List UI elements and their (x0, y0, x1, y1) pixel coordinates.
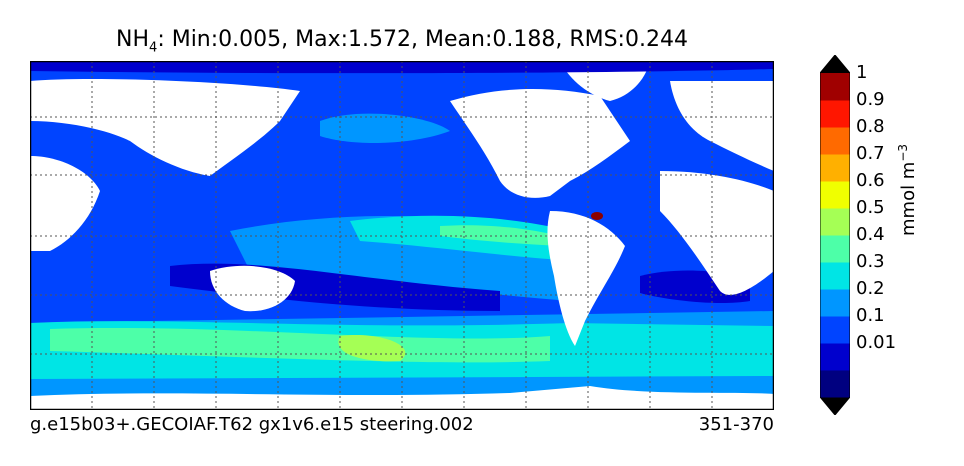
land-eurasia-east (670, 81, 774, 171)
colorbar-tick-label: 0.6 (856, 170, 885, 191)
colorbar-swatch (820, 316, 850, 344)
land-africa-west (30, 156, 100, 251)
land-eurasia (30, 79, 300, 176)
colorbar-tick-label: 0.8 (856, 116, 885, 137)
colorbar-tick-label: 0.7 (856, 143, 885, 164)
colorbar-tick-label: 0.4 (856, 224, 885, 245)
colorbar-tick-label: 0.2 (856, 278, 885, 299)
colorbar-unit-exponent: −3 (896, 143, 910, 162)
colorbar-tick-label: 0.5 (856, 197, 885, 218)
caribbean-hotspot (591, 212, 603, 220)
land-north-america (450, 89, 630, 198)
colorbar-tick-label: 0.9 (856, 89, 885, 110)
colorbar-tick-label: 0.3 (856, 251, 885, 272)
colorbar-swatch (820, 127, 850, 155)
colorbar-swatch (820, 289, 850, 317)
title-stats: : Min:0.005, Max:1.572, Mean:0.188, RMS:… (157, 27, 688, 52)
title-species-subscript: 4 (149, 40, 158, 56)
colorbar-swatch (820, 343, 850, 371)
title-species: NH (116, 27, 150, 52)
case-name: g.e15b03+.GECOIAF.T62 gx1v6.e15 steering… (30, 414, 474, 435)
colorbar-swatch (820, 208, 850, 236)
colorbar (820, 55, 850, 415)
colorbar-swatch (820, 154, 850, 182)
colorbar-over-arrow (820, 55, 850, 73)
map-frame (30, 61, 774, 410)
colorbar-swatch (820, 262, 850, 290)
southern-ocean-lime (338, 335, 406, 362)
colorbar-swatch (820, 235, 850, 263)
colorbar-tick-label: 0.01 (856, 332, 897, 353)
colorbar-tick-label: 0.1 (856, 305, 885, 326)
land-australia (210, 265, 295, 312)
colorbar-unit-text: mmol m (898, 161, 919, 236)
colorbar-swatch (820, 100, 850, 128)
map-gridlines (30, 61, 774, 410)
colorbar-swatch (820, 181, 850, 209)
land-south-america (547, 211, 625, 346)
land-africa (660, 171, 774, 295)
ocean-map (30, 61, 774, 410)
colorbar-swatch (820, 73, 850, 101)
map-title: NH4: Min:0.005, Max:1.572, Mean:0.188, R… (30, 26, 774, 62)
year-range: 351-370 (698, 414, 774, 435)
colorbar-unit: mmol m−3 (896, 144, 919, 236)
colorbar-under-arrow (820, 397, 850, 415)
ocean-band-north-pacific (320, 113, 450, 143)
colorbar-tick-label: 1 (856, 62, 868, 83)
colorbar-swatch (820, 370, 850, 398)
